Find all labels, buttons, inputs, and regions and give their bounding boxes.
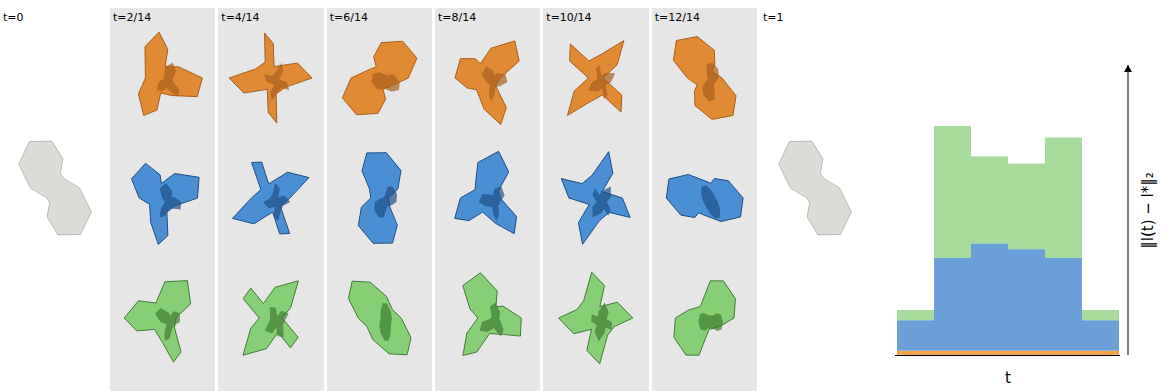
svg-text:‖l(t) − l*‖₂: ‖l(t) − l*‖₂ xyxy=(1139,172,1157,249)
html-text:t=1: t=1 xyxy=(763,11,784,24)
html-text:t=10/14: t=10/14 xyxy=(546,11,592,24)
html-text:t=2/14: t=2/14 xyxy=(113,11,152,24)
svg-text:t: t xyxy=(1005,369,1011,386)
html-text:t=0: t=0 xyxy=(3,11,24,24)
html-text:t=6/14: t=6/14 xyxy=(329,11,368,24)
html-text:t=4/14: t=4/14 xyxy=(221,11,260,24)
html-text:t=12/14: t=12/14 xyxy=(654,11,700,24)
html-text:t=8/14: t=8/14 xyxy=(438,11,477,24)
